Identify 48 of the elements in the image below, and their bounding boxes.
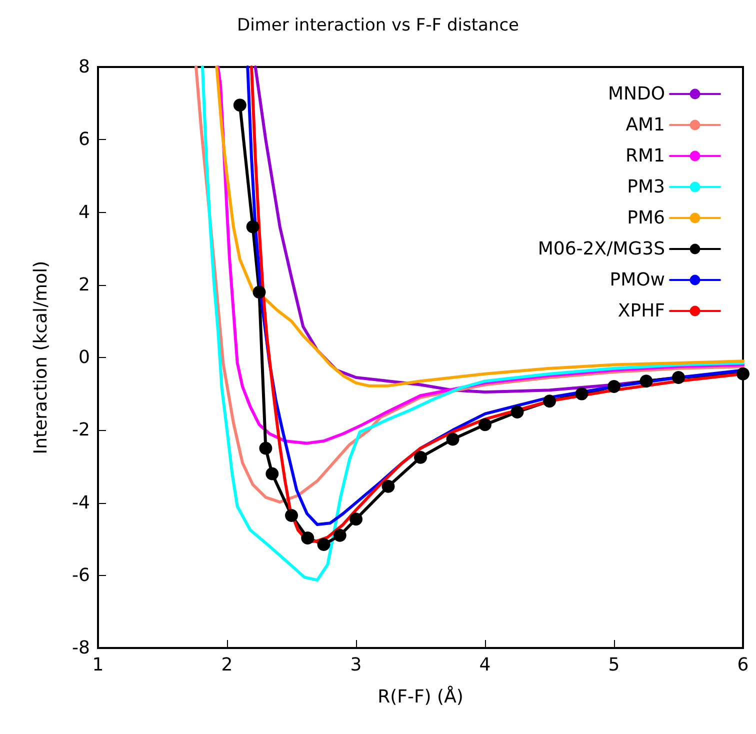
point bbox=[446, 432, 460, 446]
point bbox=[543, 394, 556, 408]
point bbox=[382, 480, 395, 493]
legend-label: RM1 bbox=[626, 146, 665, 166]
legend-label: XPHF bbox=[618, 300, 665, 322]
point bbox=[478, 418, 492, 432]
point bbox=[575, 387, 588, 400]
legend-label: MNDO bbox=[608, 84, 665, 104]
point bbox=[510, 405, 524, 418]
point bbox=[252, 286, 266, 299]
legend-label: M06-2X/MG3S bbox=[538, 238, 665, 260]
chart-title: Dimer interaction vs F-F distance bbox=[236, 16, 520, 36]
x-tick-label: 6 bbox=[737, 654, 749, 676]
point bbox=[266, 467, 279, 480]
y-tick-label: 4 bbox=[78, 202, 90, 223]
legend-label: PM6 bbox=[627, 208, 665, 228]
x-axis-title: R(F-F) (Å) bbox=[378, 686, 464, 708]
y-tick-label: 0 bbox=[78, 347, 90, 368]
x-tick-label: 3 bbox=[350, 654, 362, 676]
legend-label: AM1 bbox=[626, 114, 665, 136]
y-axis-title: Interaction (kcal/mol) bbox=[30, 260, 52, 454]
point bbox=[317, 538, 330, 552]
point bbox=[233, 98, 246, 112]
point bbox=[285, 508, 298, 522]
y-tick-label: -2 bbox=[72, 420, 90, 441]
y-tick-label: -4 bbox=[72, 492, 90, 514]
x-tick-label: 1 bbox=[92, 654, 104, 676]
line-series bbox=[200, 66, 744, 582]
y-tick-label: 8 bbox=[78, 56, 90, 78]
y-tick-label: 6 bbox=[78, 129, 90, 150]
point bbox=[736, 367, 750, 380]
point bbox=[414, 450, 427, 464]
point bbox=[672, 370, 685, 384]
point bbox=[259, 442, 272, 455]
point bbox=[350, 512, 362, 526]
point bbox=[608, 380, 620, 394]
point bbox=[333, 528, 346, 542]
y-tick-label: 2 bbox=[78, 274, 90, 296]
x-tick-label: 2 bbox=[221, 654, 233, 676]
legend-label: PM3 bbox=[627, 176, 665, 198]
y-tick-label: -8 bbox=[72, 638, 90, 658]
x-tick-label: 4 bbox=[479, 654, 491, 676]
point bbox=[301, 531, 314, 544]
point bbox=[640, 374, 653, 388]
legend-label: PMOw bbox=[610, 270, 665, 290]
y-tick-label: -6 bbox=[72, 564, 90, 586]
x-tick-label: 5 bbox=[608, 654, 620, 676]
point bbox=[246, 220, 260, 234]
